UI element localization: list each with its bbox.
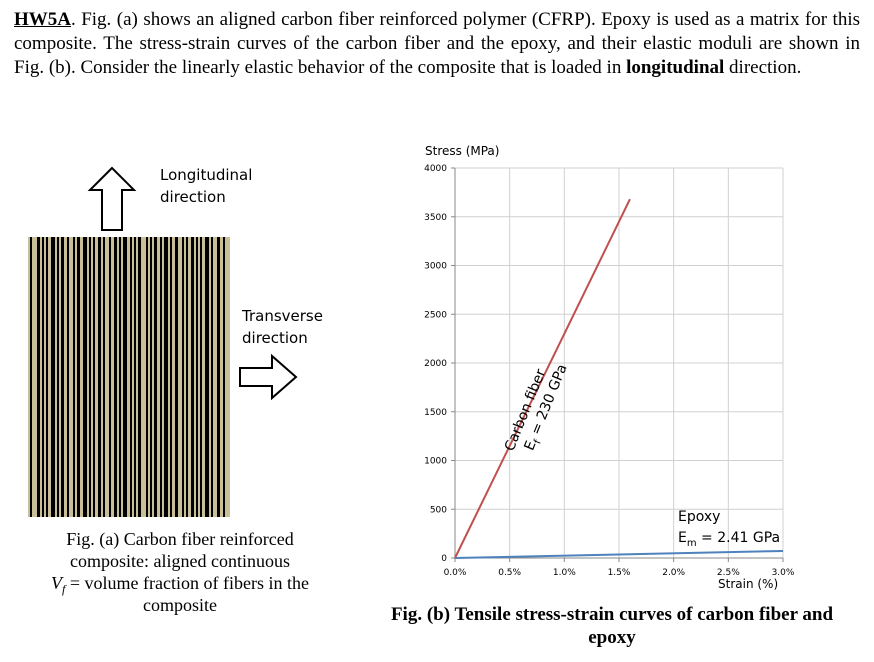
fiber (67, 237, 69, 517)
x-axis-label: Strain (%) (718, 577, 778, 591)
caption-var: V (51, 573, 64, 593)
fiber (103, 237, 105, 517)
fiber (211, 237, 213, 517)
label: Transverse (241, 307, 323, 325)
fiber (200, 237, 202, 517)
caption-sub: f (62, 582, 67, 596)
fiber (89, 237, 91, 517)
fiber (170, 237, 172, 517)
problem-text: HW5A. Fig. (a) shows an aligned carbon f… (14, 8, 860, 80)
fiber (51, 237, 55, 517)
fiber (98, 237, 101, 517)
y-axis-label: Stress (MPa) (425, 144, 499, 158)
y-tick-label: 2500 (424, 310, 447, 320)
x-tick-label: 0.0% (444, 568, 467, 578)
y-tick-label: 0 (441, 554, 447, 564)
fiber (196, 237, 198, 517)
caption-rest: = volume fraction of fibers in the (65, 573, 309, 593)
fiber (182, 237, 184, 517)
right-arrow (239, 353, 298, 401)
problem-label: HW5A (14, 9, 71, 30)
fiber (73, 237, 75, 517)
modulus-sub: m (687, 538, 697, 549)
y-tick-label: 3500 (424, 213, 447, 223)
y-tick-label: 3000 (424, 262, 447, 272)
fiber (57, 237, 59, 517)
series-line (454, 198, 631, 559)
x-tick-label: 0.5% (498, 568, 521, 578)
fiber (37, 237, 40, 517)
caption: composite: aligned continuous (70, 551, 290, 571)
x-tick-label: 2.5% (717, 568, 740, 578)
fiber (217, 237, 220, 517)
fiber (134, 237, 136, 517)
fiber (164, 237, 168, 517)
problem-body: direction. (724, 57, 802, 78)
fiber (223, 237, 225, 517)
y-tick-label: 1000 (424, 457, 447, 467)
modulus-sub: f (532, 438, 544, 446)
modulus-rest: = 2.41 GPa (697, 530, 781, 546)
fiber (146, 237, 148, 517)
fiber (154, 237, 157, 517)
fiber (109, 237, 111, 517)
x-tick-label: 3.0% (772, 568, 795, 578)
caption: Fig. (a) Carbon fiber reinforced (66, 529, 293, 550)
fiber (191, 237, 194, 517)
fiber (130, 237, 132, 517)
y-tick-label: 1500 (424, 408, 447, 418)
fiber (160, 237, 162, 517)
caption: composite (143, 595, 217, 615)
y-tick-label: 2000 (424, 359, 447, 369)
y-tick-label: 4000 (424, 164, 447, 174)
x-tick-label: 2.0% (662, 568, 685, 578)
annotation: Epoxy Em = 2.41 GPa (678, 509, 780, 549)
x-tick-label: 1.5% (608, 568, 631, 578)
problem-bold: longitudinal (626, 57, 725, 78)
fiber (93, 237, 95, 517)
chart-caption: epoxy (588, 627, 636, 648)
fiber (150, 237, 152, 517)
fiber (119, 237, 121, 517)
y-tick-label: 500 (430, 505, 447, 515)
fiber (77, 237, 80, 517)
fiber (83, 237, 87, 517)
fiber (186, 237, 188, 517)
caption: Vf = volume fraction of fibers in the (51, 573, 309, 596)
series-line (454, 549, 784, 559)
fiber (46, 237, 48, 517)
fiber (175, 237, 178, 517)
fiber (138, 237, 141, 517)
chart-caption: Fig. (b) Tensile stress-strain curves of… (391, 604, 834, 625)
fiber (114, 237, 117, 517)
fiber (61, 237, 64, 517)
problem-body: . Fig. (a) shows an aligned carbon fiber… (14, 9, 860, 78)
up-arrow (87, 166, 137, 231)
fiber (205, 237, 209, 517)
x-tick-label: 1.0% (553, 568, 576, 578)
fiber (30, 237, 32, 517)
annotation-name: Epoxy (678, 509, 720, 525)
fiber (42, 237, 44, 517)
fiber (123, 237, 127, 517)
label: direction (242, 329, 308, 347)
label: Longitudinal (160, 166, 252, 184)
modulus-var: E (678, 530, 687, 546)
label: direction (160, 188, 226, 206)
annotation-modulus: Em = 2.41 GPa (678, 530, 780, 549)
